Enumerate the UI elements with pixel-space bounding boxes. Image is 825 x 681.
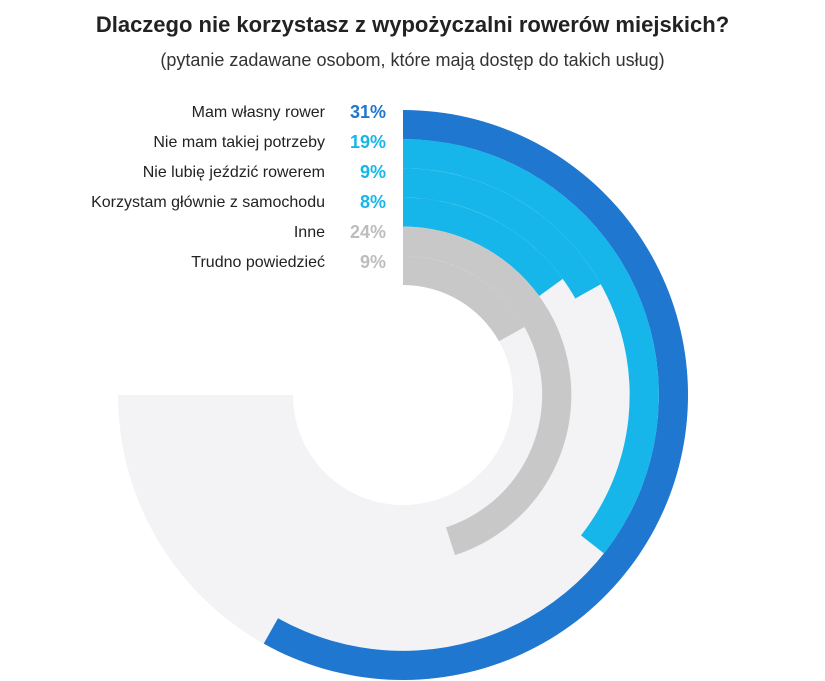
value-label-1: 31% xyxy=(350,102,386,122)
chart-title: Dlaczego nie korzystasz z wypożyczalni r… xyxy=(95,12,730,37)
value-label-6: 9% xyxy=(360,252,386,272)
bar-5 xyxy=(403,226,572,556)
bar-2 xyxy=(403,139,659,554)
category-label-1: Mam własny rower xyxy=(192,104,326,121)
bar-6 xyxy=(403,255,525,342)
bar-3 xyxy=(403,168,601,299)
category-label-5: Inne xyxy=(294,224,325,241)
bar-4 xyxy=(403,197,563,297)
category-label-6: Trudno powiedzieć xyxy=(191,254,325,271)
value-label-2: 19% xyxy=(350,132,386,152)
value-label-3: 9% xyxy=(360,162,386,182)
chart-subtitle: (pytanie zadawane osobom, które mają dos… xyxy=(160,50,665,70)
value-label-4: 8% xyxy=(360,192,386,212)
category-label-3: Nie lubię jeździć rowerem xyxy=(143,164,325,181)
category-label-2: Nie mam takiej potrzeby xyxy=(153,134,325,151)
category-label-4: Korzystam głównie z samochodu xyxy=(91,194,325,211)
value-label-5: 24% xyxy=(350,222,386,242)
